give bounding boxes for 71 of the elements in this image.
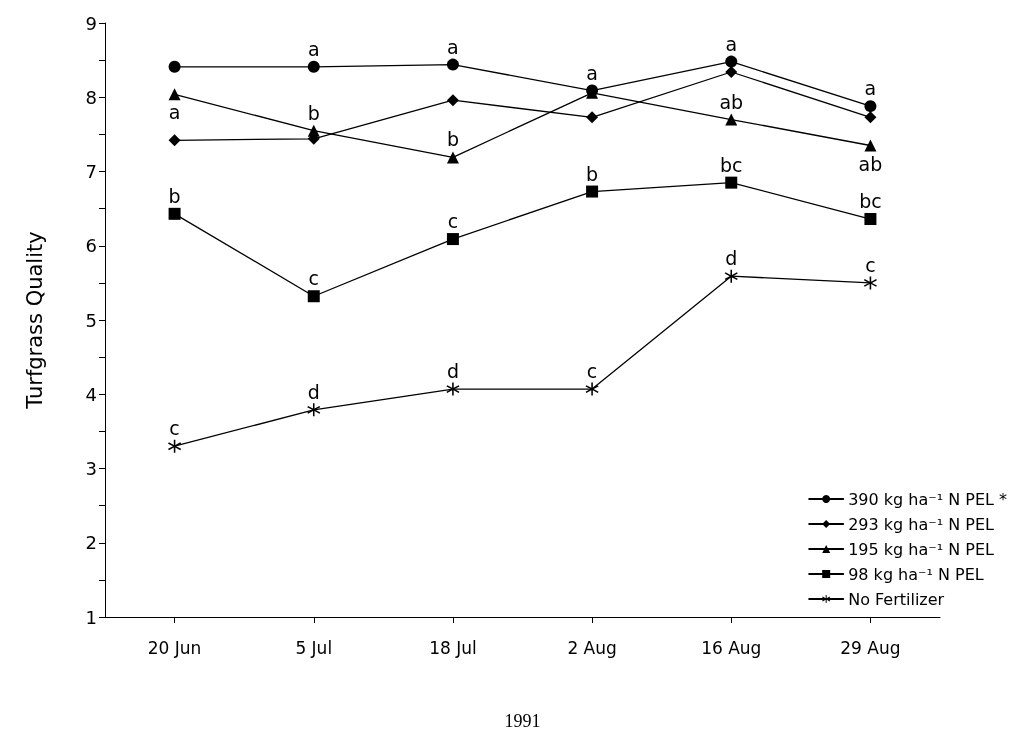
- legend-label: 390 kg ha⁻¹ N PEL *: [848, 489, 1008, 509]
- point: [864, 213, 877, 226]
- annotation: ab: [858, 152, 883, 175]
- x-tick-label: 18 Jul: [429, 637, 477, 658]
- annotation: a: [586, 61, 598, 84]
- x-tick-label: 16 Aug: [701, 637, 762, 658]
- y-tick-label: 2: [85, 532, 97, 554]
- annotation: c: [586, 360, 598, 383]
- point: [168, 134, 181, 147]
- annotation: bc: [859, 190, 882, 213]
- annotation: b: [307, 101, 320, 124]
- point: [307, 403, 321, 417]
- x-axis-title: 1991: [504, 711, 541, 731]
- point: [864, 100, 877, 113]
- point: [725, 55, 738, 68]
- point: [864, 111, 877, 124]
- annotation: a: [447, 35, 459, 58]
- point: [725, 66, 738, 78]
- y-tick-label: 7: [85, 161, 97, 182]
- point: [586, 185, 599, 198]
- annotation: b: [168, 184, 181, 207]
- point: [725, 113, 738, 126]
- point: [863, 276, 877, 290]
- annotation: c: [865, 253, 876, 276]
- point: [725, 176, 738, 189]
- y-tick-label: 1: [85, 606, 97, 628]
- legend-label: 195 kg ha⁻¹ N PEL: [848, 539, 994, 559]
- point: [864, 139, 877, 152]
- annotation: c: [447, 210, 459, 233]
- point: [585, 382, 599, 396]
- point: [168, 88, 181, 101]
- point: [446, 151, 459, 164]
- annotation: d: [725, 247, 738, 270]
- y-tick-label: 5: [85, 309, 97, 331]
- annotation: c: [169, 417, 180, 440]
- point: [168, 60, 181, 73]
- annotation: a: [725, 32, 738, 55]
- point: [446, 382, 460, 396]
- point: [446, 233, 459, 246]
- point: [307, 60, 320, 73]
- annotation: d: [307, 380, 320, 403]
- y-tick-label: 4: [85, 383, 97, 405]
- point: [307, 124, 320, 137]
- y-tick-label: 3: [85, 458, 97, 479]
- point: [446, 94, 459, 107]
- point: [446, 58, 459, 71]
- y-tick-label: 9: [85, 12, 97, 34]
- annotation: a: [168, 101, 181, 124]
- y-tick-label: 8: [85, 86, 97, 108]
- annotation: bc: [719, 153, 743, 176]
- x-tick-label: 5 Jul: [295, 637, 333, 658]
- point: [168, 439, 182, 453]
- annotation: a: [307, 37, 320, 60]
- point: [586, 111, 599, 124]
- annotation: c: [308, 267, 319, 290]
- x-tick-label: 29 Aug: [840, 637, 901, 658]
- legend-label: No Fertilizer: [848, 589, 945, 609]
- legend-label: 293 kg ha⁻¹ N PEL: [848, 514, 994, 534]
- annotation: a: [864, 77, 877, 100]
- y-tick-label: 6: [85, 235, 97, 257]
- annotation: ab: [719, 90, 744, 113]
- point: [307, 290, 320, 303]
- x-tick-label: 2 Aug: [567, 637, 617, 658]
- annotation: b: [446, 128, 459, 151]
- legend-label: 98 kg ha⁻¹ N PEL: [848, 564, 984, 584]
- annotation: b: [586, 162, 599, 185]
- x-tick-label: 20 Jun: [147, 637, 202, 658]
- point: [168, 207, 181, 220]
- annotation: d: [446, 360, 459, 383]
- y-axis-title: Turfgrass Quality: [22, 231, 47, 410]
- point: [724, 269, 738, 283]
